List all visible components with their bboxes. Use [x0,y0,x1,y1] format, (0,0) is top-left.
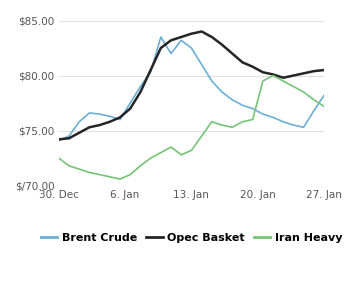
Iran Heavy [159,151,163,154]
Opec Basket [77,131,81,135]
Iran Heavy [67,164,71,168]
Opec Basket [108,120,112,124]
Brent Crude [312,109,316,112]
Opec Basket [312,69,316,73]
Brent Crude [291,123,296,127]
Legend: Brent Crude, Opec Basket, Iran Heavy: Brent Crude, Opec Basket, Iran Heavy [36,229,347,248]
Iran Heavy [138,164,142,168]
Opec Basket [302,71,306,75]
Line: Iran Heavy: Iran Heavy [59,76,324,179]
Opec Basket [159,46,163,50]
Brent Crude [149,70,153,74]
Brent Crude [179,38,183,42]
Iran Heavy [322,105,326,108]
Brent Crude [220,90,224,94]
Line: Brent Crude: Brent Crude [59,37,324,140]
Iran Heavy [230,125,235,129]
Brent Crude [189,46,193,50]
Iran Heavy [261,79,265,83]
Opec Basket [118,116,122,119]
Brent Crude [251,107,255,110]
Iran Heavy [281,79,285,83]
Line: Opec Basket: Opec Basket [59,32,324,140]
Opec Basket [230,52,235,55]
Iran Heavy [251,118,255,122]
Brent Crude [77,120,81,124]
Brent Crude [87,111,91,115]
Iran Heavy [97,173,102,176]
Opec Basket [322,68,326,72]
Brent Crude [159,35,163,39]
Iran Heavy [220,123,224,127]
Opec Basket [67,136,71,140]
Iran Heavy [57,156,61,160]
Brent Crude [118,118,122,122]
Brent Crude [128,101,132,105]
Iran Heavy [271,74,275,77]
Iran Heavy [291,85,296,88]
Opec Basket [281,76,285,80]
Opec Basket [189,32,193,35]
Brent Crude [108,115,112,118]
Iran Heavy [77,167,81,171]
Brent Crude [67,134,71,138]
Opec Basket [251,65,255,68]
Opec Basket [149,68,153,72]
Iran Heavy [240,120,245,124]
Iran Heavy [128,173,132,176]
Iran Heavy [179,153,183,157]
Iran Heavy [210,120,214,124]
Opec Basket [169,38,173,42]
Brent Crude [200,63,204,66]
Iran Heavy [302,90,306,94]
Opec Basket [97,123,102,127]
Iran Heavy [118,177,122,181]
Iran Heavy [189,148,193,152]
Brent Crude [138,85,142,88]
Opec Basket [179,35,183,39]
Iran Heavy [169,145,173,149]
Brent Crude [302,125,306,129]
Opec Basket [57,138,61,141]
Iran Heavy [200,134,204,138]
Brent Crude [240,103,245,107]
Opec Basket [220,43,224,46]
Iran Heavy [312,98,316,102]
Iran Heavy [87,171,91,174]
Opec Basket [87,125,91,129]
Iran Heavy [149,156,153,160]
Brent Crude [97,112,102,116]
Brent Crude [210,79,214,83]
Brent Crude [169,52,173,55]
Brent Crude [261,112,265,116]
Opec Basket [291,74,296,77]
Opec Basket [240,61,245,64]
Brent Crude [57,139,61,142]
Brent Crude [271,116,275,119]
Opec Basket [138,90,142,94]
Brent Crude [322,94,326,97]
Opec Basket [261,70,265,74]
Opec Basket [128,107,132,110]
Brent Crude [281,120,285,124]
Iran Heavy [108,175,112,178]
Opec Basket [271,73,275,76]
Opec Basket [200,30,204,33]
Opec Basket [210,35,214,39]
Brent Crude [230,98,235,102]
